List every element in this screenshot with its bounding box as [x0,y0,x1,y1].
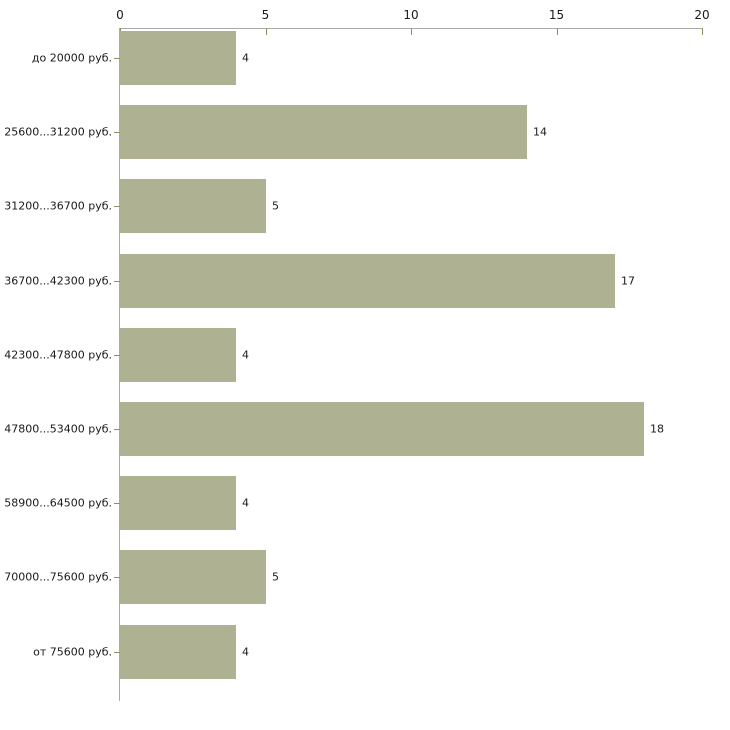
bar-value-label: 18 [650,422,664,436]
category-label: 31200...36700 руб. [4,199,112,213]
y-tick-0 [114,58,120,59]
category-label: 58900...64500 руб. [4,496,112,510]
bar-value-label: 4 [242,645,249,659]
y-tick-7 [114,577,120,578]
bar [120,31,236,85]
bar [120,179,266,233]
y-tick-3 [114,281,120,282]
bar-value-label: 5 [272,199,279,213]
x-tick-label-20: 20 [694,8,710,22]
bar-value-label: 4 [242,51,249,65]
x-tick-10 [411,28,412,35]
category-label: 25600...31200 руб. [4,125,112,139]
bar [120,254,615,308]
y-tick-1 [114,132,120,133]
x-tick-label-0: 0 [116,8,124,22]
bar [120,550,266,604]
bar-value-label: 4 [242,496,249,510]
category-label: 42300...47800 руб. [4,348,112,362]
bar-value-label: 14 [533,125,547,139]
category-label: 36700...42300 руб. [4,274,112,288]
x-tick-20 [702,28,703,35]
bar [120,328,236,382]
x-tick-5 [265,28,267,35]
bar [120,402,644,456]
x-tick-label-10: 10 [403,8,419,22]
y-tick-5 [114,429,120,430]
bar [120,476,236,530]
bar [120,105,527,159]
y-tick-6 [114,503,120,504]
y-tick-8 [114,652,120,653]
y-tick-2 [114,206,120,207]
x-tick-15 [556,28,558,35]
category-label: до 20000 руб. [31,51,112,65]
category-label: от 75600 руб. [33,645,112,659]
bar-value-label: 17 [621,274,635,288]
category-label: 70000...75600 руб. [4,570,112,584]
y-tick-4 [114,355,120,356]
x-tick-label-15: 15 [548,8,565,22]
bar [120,625,236,679]
x-tick-label-5: 5 [261,8,270,22]
category-label: 47800...53400 руб. [4,422,112,436]
bar-value-label: 5 [272,570,279,584]
y-axis-line [119,28,120,701]
bar-value-label: 4 [242,348,249,362]
